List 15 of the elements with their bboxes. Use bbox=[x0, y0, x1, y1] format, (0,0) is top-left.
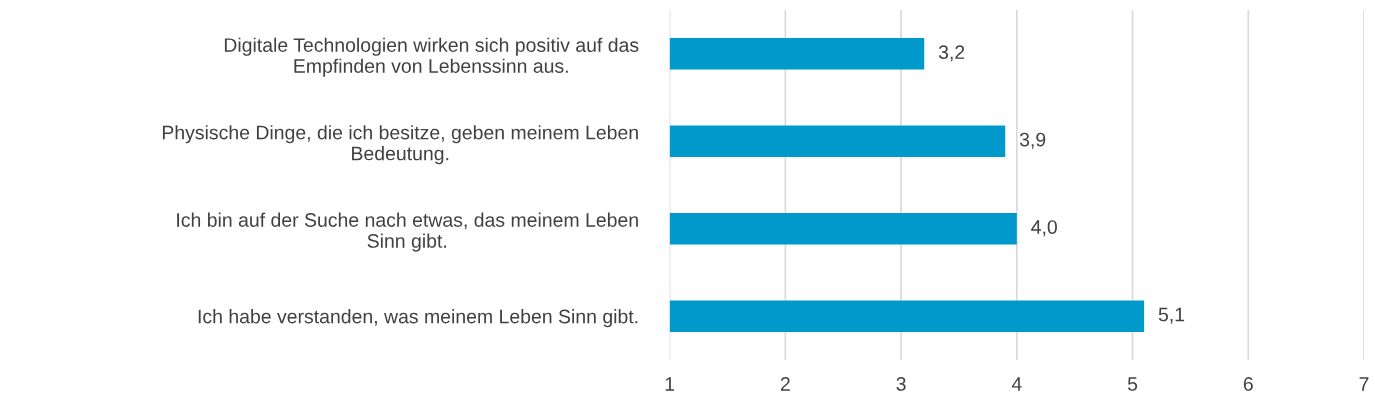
x-tick-label: 5 bbox=[1127, 377, 1138, 391]
data-label: 3,2 bbox=[938, 45, 965, 62]
x-tick-label: 4 bbox=[1011, 377, 1022, 391]
y-tick-label: Physische Dinge, die ich besitze, geben meinem Leben Bedeutung. bbox=[162, 125, 638, 165]
y-tick-label: Digitale Technologien wirken sich positiv auf das Empfinden von Lebenssinn aus. bbox=[224, 37, 639, 77]
x-tick-label: 1 bbox=[665, 377, 675, 391]
data-label: 5,1 bbox=[1158, 307, 1185, 324]
x-tick-label: 6 bbox=[1243, 377, 1253, 391]
data-label: 3,9 bbox=[1019, 132, 1046, 149]
x-tick-label: 2 bbox=[780, 377, 790, 391]
data-label: 4,0 bbox=[1031, 220, 1057, 237]
y-tick-label: Ich bin auf der Suche nach etwas, das meinem Leben Sinn gibt. bbox=[177, 212, 638, 252]
x-tick-label: 7 bbox=[1359, 377, 1369, 391]
y-tick-label: Ich habe verstanden, was meinem Leben Sinn gibt. bbox=[198, 309, 638, 328]
x-tick-label: 3 bbox=[896, 377, 906, 391]
